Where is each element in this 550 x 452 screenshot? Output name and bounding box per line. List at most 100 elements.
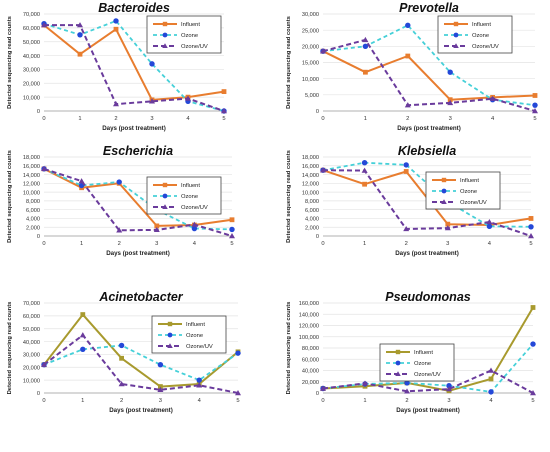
- data-point-ozone-uv: [41, 165, 47, 172]
- y-tick-label: 100,000: [299, 335, 319, 341]
- x-tick-label: 3: [159, 398, 162, 404]
- data-point-ozone-uv: [362, 36, 369, 43]
- data-point-ozone-uv: [320, 385, 326, 391]
- data-point-influent: [229, 217, 235, 223]
- y-tick-label: 15,000: [302, 61, 319, 67]
- data-point-ozone-uv: [113, 101, 119, 107]
- data-point-influent: [530, 305, 536, 310]
- legend-marker: [167, 332, 173, 338]
- x-axis-label: Days (post treatment): [396, 407, 460, 414]
- legend-label: Influent: [414, 350, 433, 356]
- x-tick-label: 5: [236, 398, 239, 404]
- chart-title: Bacteroides: [98, 1, 170, 15]
- data-point-influent: [80, 312, 86, 317]
- x-tick-label: 2: [120, 398, 123, 404]
- data-point-ozone: [113, 18, 119, 24]
- data-point-ozone-uv: [532, 108, 538, 114]
- legend-label: Influent: [460, 178, 479, 184]
- x-tick-label: 1: [364, 116, 367, 122]
- y-tick-label: 20,000: [302, 45, 319, 51]
- legend-marker: [162, 204, 168, 209]
- y-tick-label: 60,000: [23, 314, 40, 320]
- legend-label: Ozone: [181, 33, 198, 39]
- x-tick-label: 1: [81, 398, 84, 404]
- x-tick-label: 4: [491, 116, 495, 122]
- data-point-ozone: [77, 32, 83, 38]
- data-point-ozone-uv: [196, 382, 203, 388]
- legend-label: Ozone: [472, 33, 489, 39]
- legend: Influent Ozone Ozone/UV: [151, 315, 227, 354]
- y-tick-label: 70,000: [23, 12, 40, 18]
- x-tick-label: 4: [198, 398, 202, 404]
- x-tick-label: 4: [488, 241, 492, 247]
- x-tick-label: 0: [321, 398, 324, 404]
- legend: Influent Ozone Ozone/UV: [379, 343, 455, 382]
- y-tick-label: 30,000: [23, 68, 40, 74]
- data-point-ozone: [118, 342, 125, 349]
- data-point-ozone: [405, 22, 411, 29]
- data-point-influent: [488, 376, 494, 382]
- y-tick-label: 16,000: [23, 164, 40, 170]
- data-point-ozone-uv: [404, 388, 410, 394]
- data-point-ozone: [446, 382, 452, 389]
- legend-marker: [162, 193, 168, 199]
- legend: Influent Ozone Ozone/UV: [437, 15, 513, 54]
- y-axis-label: Detected sequencing read counts: [7, 150, 13, 243]
- y-axis-label: Detected sequencing read counts: [286, 16, 292, 109]
- x-axis-label: Days (post treatment): [395, 250, 459, 257]
- data-point-ozone-uv: [77, 22, 83, 28]
- y-tick-label: 6,000: [305, 208, 319, 214]
- chart-panel-4: 0 10,000 20,000 30,000 40,000 50,000 60,000 70,…: [7, 290, 241, 414]
- legend-label: Ozone: [414, 361, 431, 367]
- legend-label: Ozone/UV: [181, 44, 208, 50]
- y-tick-label: 4,000: [305, 217, 319, 223]
- legend-label: Ozone/UV: [460, 200, 487, 206]
- legend-box: [425, 171, 501, 210]
- y-axis-label: Detected sequencing read counts: [286, 302, 292, 395]
- data-point-ozone: [532, 102, 538, 108]
- data-point-influent: [532, 93, 538, 98]
- legend-marker: [453, 43, 459, 48]
- series-line-influent: [43, 24, 225, 101]
- legend-label: Ozone: [181, 194, 198, 200]
- legend-box: [151, 315, 227, 354]
- x-tick-label: 3: [447, 398, 450, 404]
- series-line-influent: [322, 306, 534, 392]
- legend-marker: [453, 32, 459, 38]
- legend-marker: [167, 343, 173, 348]
- series-line-ozone-uv: [322, 369, 534, 394]
- data-point-influent: [447, 97, 453, 103]
- x-tick-label: 5: [533, 116, 536, 122]
- x-tick-label: 3: [150, 116, 153, 122]
- series-line-influent: [43, 168, 233, 227]
- x-tick-label: 0: [42, 241, 45, 247]
- legend-label: Ozone: [186, 333, 203, 339]
- data-point-ozone: [447, 69, 453, 75]
- data-point-ozone: [404, 380, 410, 386]
- data-point-ozone: [157, 362, 164, 368]
- data-point-ozone-uv: [157, 386, 164, 392]
- data-point-ozone: [191, 225, 198, 232]
- y-tick-label: 40,000: [23, 340, 40, 346]
- data-point-ozone-uv: [528, 233, 534, 239]
- chart-panel-0: 0 10,000 20,000 30,000 40,000 50,000 60,000 70,…: [7, 1, 227, 132]
- x-tick-label: 0: [321, 241, 324, 247]
- legend-marker: [162, 43, 168, 48]
- legend-marker: [162, 32, 168, 38]
- x-axis-label: Days (post treatment): [397, 125, 461, 132]
- y-tick-label: 5,000: [305, 93, 319, 99]
- data-point-ozone-uv: [191, 221, 198, 227]
- y-tick-label: 10,000: [302, 77, 319, 83]
- chart-title: Pseudomonas: [385, 290, 470, 304]
- data-point-ozone-uv: [447, 99, 454, 106]
- legend-label: Ozone/UV: [186, 344, 213, 350]
- legend-marker: [162, 182, 168, 188]
- chart-panel-1: 0 5,000 10,000 15,000 20,000 25,000 30,000 0 1 2 3…: [286, 1, 538, 132]
- legend-box: [379, 343, 455, 382]
- y-tick-label: 0: [37, 109, 40, 115]
- y-tick-label: 12,000: [302, 182, 319, 188]
- y-tick-label: 40,000: [23, 54, 40, 60]
- x-tick-label: 5: [222, 116, 225, 122]
- data-point-ozone: [362, 43, 369, 50]
- x-tick-label: 4: [186, 116, 190, 122]
